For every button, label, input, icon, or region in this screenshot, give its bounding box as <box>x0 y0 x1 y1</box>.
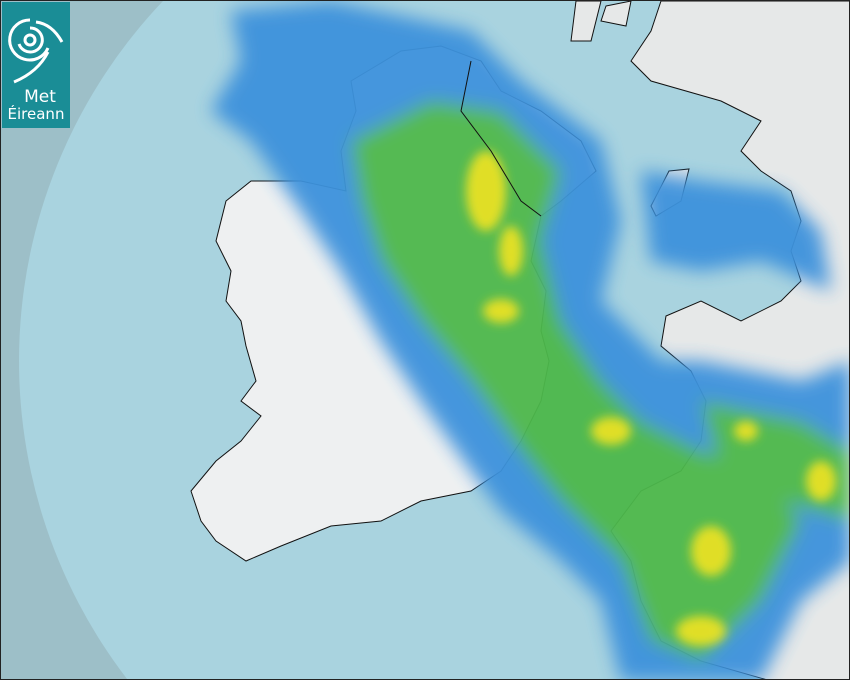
border-line <box>460 60 542 217</box>
land-scotland-islands <box>570 1 632 42</box>
logo-text-met: Met <box>24 87 56 107</box>
heavy-rain-cores <box>466 151 836 646</box>
logo-text-eireann: Éireann <box>7 105 65 123</box>
rain-echoes <box>211 1 849 679</box>
met-eireann-swirl-icon <box>8 18 64 84</box>
met-eireann-logo: Met Éireann <box>2 2 70 128</box>
